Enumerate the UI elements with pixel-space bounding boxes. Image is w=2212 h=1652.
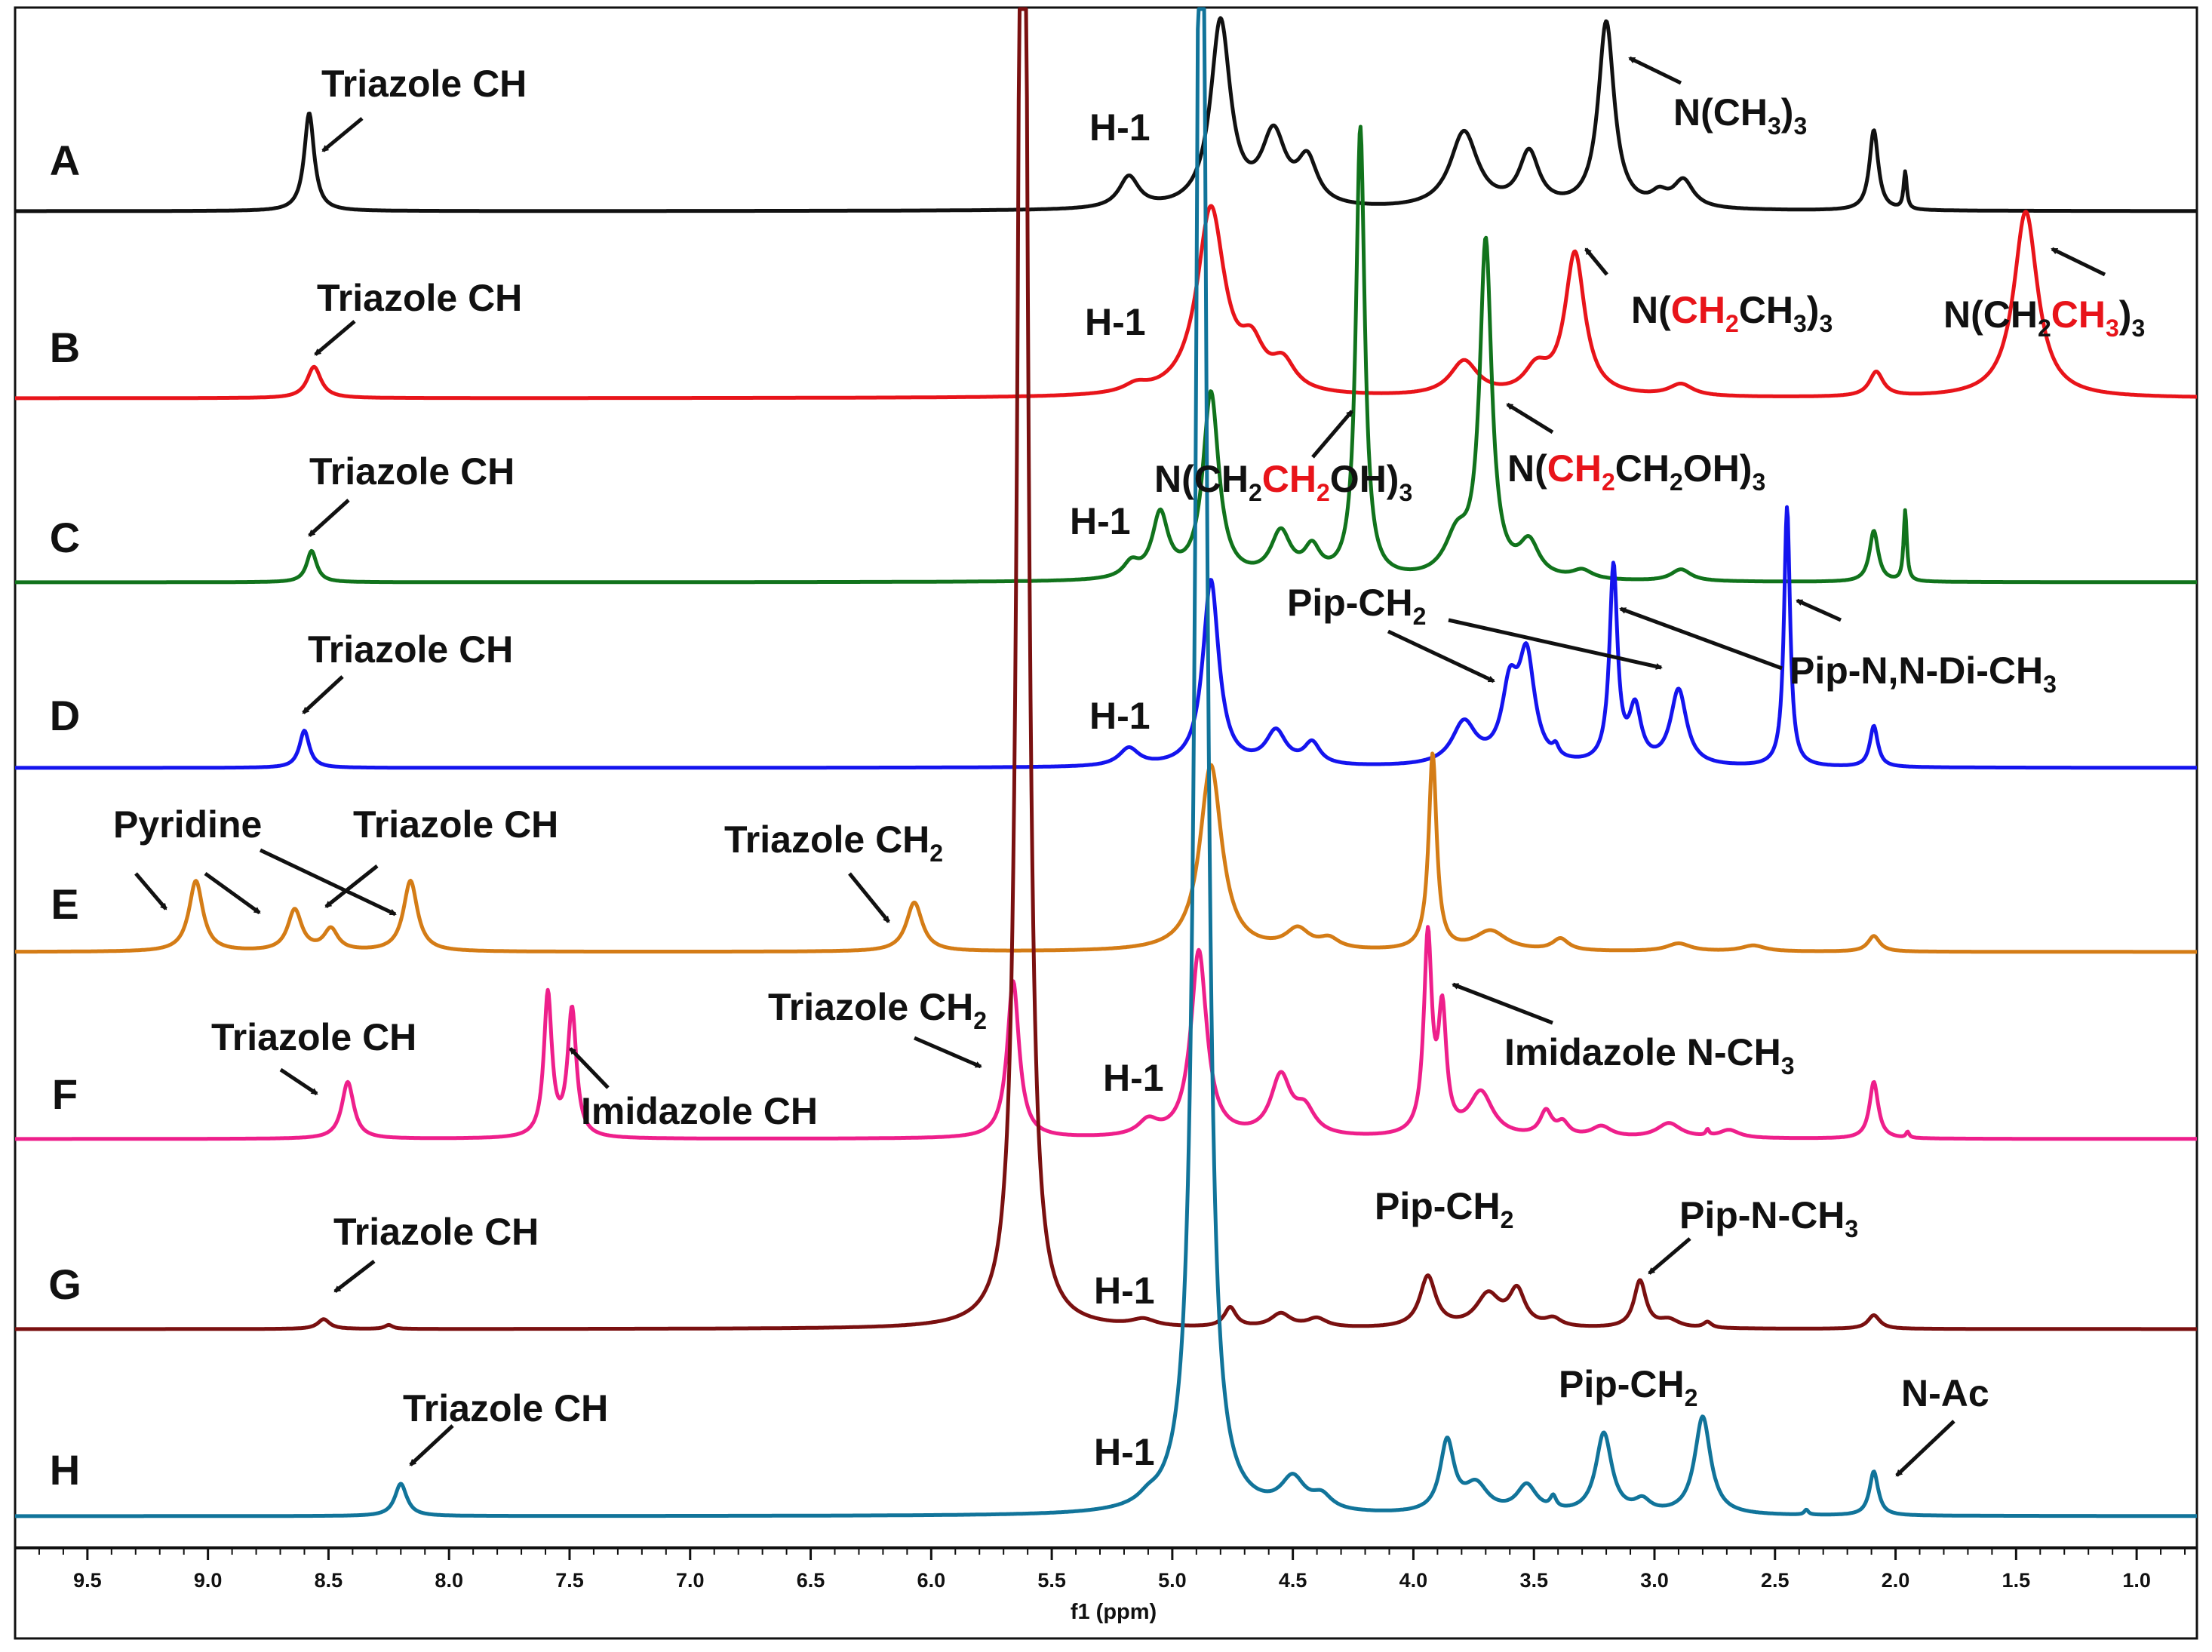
arrow-F-imid-nme xyxy=(1452,982,1553,1025)
label-G-triazole-ch: Triazole CH xyxy=(333,1211,539,1253)
label-F-triazole-ch: Triazole CH xyxy=(211,1016,416,1058)
trace-letter-H: H xyxy=(50,1446,80,1494)
arrow-G-triazole xyxy=(333,1260,376,1293)
x-tick-label: 5.5 xyxy=(1037,1569,1066,1592)
arrow-D-pip1 xyxy=(1387,629,1495,683)
arrow-C-triazole xyxy=(308,499,350,537)
label-A-h1: H-1 xyxy=(1089,106,1151,149)
x-tick-label: 3.5 xyxy=(1519,1569,1548,1592)
label-F-imidazole-nch3: Imidazole N-CH3 xyxy=(1504,1031,1795,1079)
label-D-pip-nndich3: Pip-N,N-Di-CH3 xyxy=(1790,649,2057,698)
arrow-D-pip2 xyxy=(1448,618,1663,670)
x-tick-label: 3.0 xyxy=(1640,1569,1669,1592)
arrow-C-ch2ch2oh xyxy=(1311,410,1353,459)
trace-letter-A: A xyxy=(50,137,80,184)
trace-letter-F: F xyxy=(52,1070,78,1118)
annotation-arrows xyxy=(134,56,2106,1477)
label-H-h1: H-1 xyxy=(1094,1431,1155,1473)
arrow-C-nch2 xyxy=(1506,402,1554,434)
x-tick-label: 4.0 xyxy=(1399,1569,1428,1592)
x-axis: 9.5 9.0 8.5 8.0 7.5 7.0 6.5 6.0 5.5 5.0 4.5 4.0 3.5 3… xyxy=(14,1546,2197,1592)
label-B-nch2ch3: N(CH2CH3)3 xyxy=(1631,289,1833,337)
x-tick-label: 6.0 xyxy=(917,1569,946,1592)
spectrum-G xyxy=(14,7,2198,1331)
x-tick-label: 9.5 xyxy=(73,1569,102,1592)
x-tick-label: 2.0 xyxy=(1882,1569,1910,1592)
label-H-nac: N-Ac xyxy=(1901,1372,1989,1414)
label-F-triazole-ch2: Triazole CH2 xyxy=(768,986,987,1034)
label-E-triazole-ch2: Triazole CH2 xyxy=(724,818,943,867)
spectrum-A xyxy=(14,16,2198,213)
spectra-layer xyxy=(14,7,2198,1518)
spectrum-B xyxy=(14,204,2198,401)
label-A-nme3: N(CH3)3 xyxy=(1673,91,1807,140)
x-tick-label: 8.5 xyxy=(315,1569,343,1592)
arrow-H-nac xyxy=(1895,1420,1955,1477)
trace-letter-E: E xyxy=(51,880,78,928)
label-D-pip-ch2: Pip-CH2 xyxy=(1287,582,1426,630)
label-H-pip-ch2: Pip-CH2 xyxy=(1559,1363,1697,1411)
label-G-pip-ch2: Pip-CH2 xyxy=(1375,1185,1513,1233)
trace-letter-C: C xyxy=(50,514,80,561)
annotation-labels: Triazole CH H-1 N(CH3)3 Triazole CH H-1 … xyxy=(113,63,2145,1473)
x-tick-label: 7.5 xyxy=(555,1569,584,1592)
trace-letters: A B C D E F G H xyxy=(48,137,81,1494)
arrow-D-pipnn1 xyxy=(1619,606,1783,671)
spectrum-H xyxy=(14,7,2198,1518)
label-A-triazole-ch: Triazole CH xyxy=(321,63,527,105)
x-tick-label: 5.0 xyxy=(1158,1569,1187,1592)
label-H-triazole-ch: Triazole CH xyxy=(403,1387,608,1429)
label-G-h1: H-1 xyxy=(1094,1270,1155,1312)
label-G-pip-nch3: Pip-N-CH3 xyxy=(1679,1194,1858,1242)
arrow-H-triazole xyxy=(409,1424,454,1466)
arrow-E-pyr3 xyxy=(259,848,397,917)
arrow-A-nme3 xyxy=(1628,56,1682,85)
label-E-triazole-ch: Triazole CH xyxy=(353,803,558,846)
arrow-B-ch2 xyxy=(1584,247,1608,276)
x-tick-label: 1.5 xyxy=(2002,1569,2031,1592)
x-axis-title: f1 (ppm) xyxy=(1071,1600,1157,1624)
label-F-imidazole-ch: Imidazole CH xyxy=(581,1090,818,1132)
arrow-B-triazole xyxy=(314,320,356,356)
trace-letter-D: D xyxy=(50,692,80,739)
arrow-D-triazole xyxy=(302,675,344,714)
arrow-G-pipnme xyxy=(1648,1237,1691,1275)
label-F-h1: H-1 xyxy=(1103,1057,1164,1099)
label-E-pyridine: Pyridine xyxy=(113,803,262,846)
x-tick-label: 4.5 xyxy=(1279,1569,1307,1592)
trace-letter-G: G xyxy=(48,1260,81,1308)
arrow-F-triazole xyxy=(279,1067,318,1096)
x-tick-label: 7.0 xyxy=(676,1569,705,1592)
plot-frame xyxy=(14,6,2198,1640)
x-tick-label: 6.5 xyxy=(797,1569,825,1592)
spectrum-C xyxy=(14,124,2198,585)
arrow-E-pyr1 xyxy=(134,872,167,910)
trace-letter-B: B xyxy=(50,324,80,371)
x-tick-label: 9.0 xyxy=(194,1569,223,1592)
label-B-h1: H-1 xyxy=(1085,301,1146,343)
x-tick-label: 2.5 xyxy=(1761,1569,1790,1592)
arrow-E-triazole xyxy=(324,864,379,908)
arrow-A-triazole xyxy=(321,117,364,152)
arrow-F-imid-ch xyxy=(569,1047,610,1089)
label-B-triazole-ch: Triazole CH xyxy=(317,277,522,319)
spectrum-D xyxy=(14,505,2198,770)
arrow-E-pyr2 xyxy=(204,871,261,915)
label-C-nch2-ethanol: N(CH2CH2OH)3 xyxy=(1507,447,1765,496)
label-C-triazole-ch: Triazole CH xyxy=(309,450,515,493)
arrow-B-ch3 xyxy=(2051,247,2106,277)
spectrum-E xyxy=(14,751,2198,954)
label-B-nch2ch3-methyl: N(CH2CH3)3 xyxy=(1943,293,2145,342)
arrow-D-pipnn2 xyxy=(1796,598,1842,622)
arrow-E-tch2 xyxy=(848,872,890,923)
label-C-h1: H-1 xyxy=(1070,500,1131,542)
spectrum-F xyxy=(14,925,2198,1141)
x-tick-label: 8.0 xyxy=(435,1569,463,1592)
label-C-nch2ch2oh: N(CH2CH2OH)3 xyxy=(1154,458,1412,506)
arrow-F-tch2 xyxy=(914,1036,982,1069)
label-D-triazole-ch: Triazole CH xyxy=(308,628,513,671)
x-tick-label: 1.0 xyxy=(2122,1569,2151,1592)
label-D-h1: H-1 xyxy=(1089,695,1151,737)
